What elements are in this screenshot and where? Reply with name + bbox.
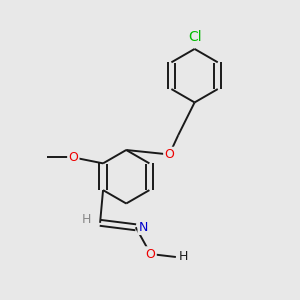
Text: O: O xyxy=(146,248,155,260)
Text: O: O xyxy=(164,148,174,161)
Text: Cl: Cl xyxy=(188,31,201,44)
Text: H: H xyxy=(179,250,188,263)
Text: N: N xyxy=(139,221,148,234)
Text: O: O xyxy=(68,151,78,164)
Text: H: H xyxy=(82,213,92,226)
